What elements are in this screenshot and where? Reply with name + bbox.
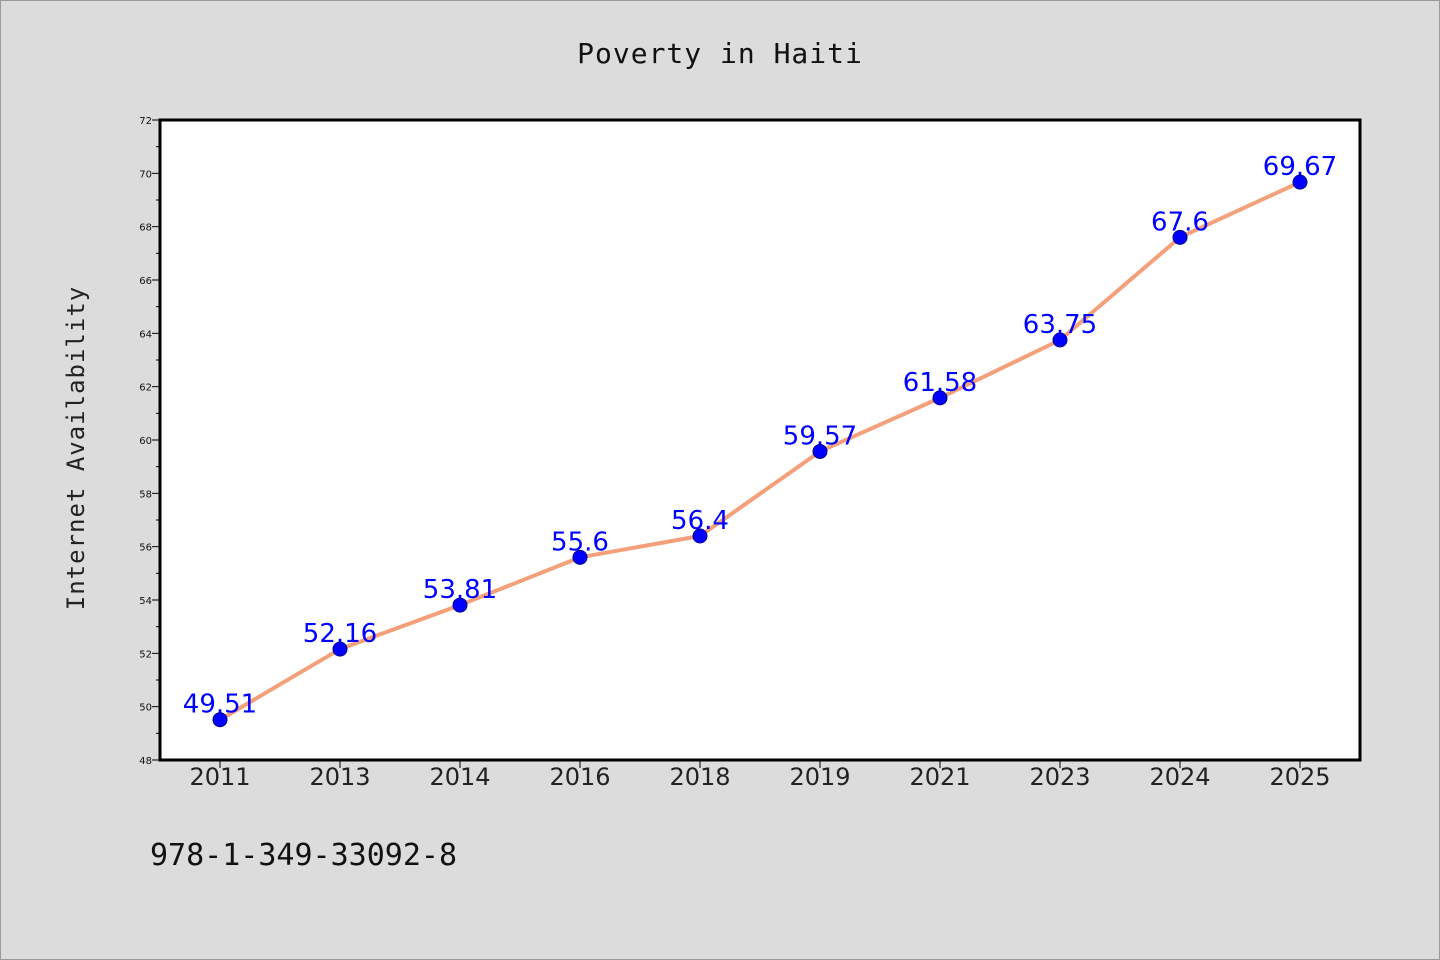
series-line [218, 180, 1301, 722]
y-tick-label: 50 [139, 703, 152, 714]
data-point [1052, 332, 1068, 348]
x-tick-label: 2014 [429, 763, 490, 791]
x-tick-label: 2011 [189, 763, 250, 791]
data-label: 55.6 [551, 527, 609, 557]
y-tick-label: 60 [139, 436, 152, 447]
data-label: 49.51 [183, 690, 257, 720]
data-label: 52.16 [303, 619, 377, 649]
y-tick-label: 58 [139, 489, 152, 500]
data-label: 56.4 [671, 506, 729, 536]
series-group [212, 174, 1308, 728]
data-label: 67.6 [1151, 207, 1209, 237]
data-labels-group: 49.51 52.16 53.81 55.6 56.4 59.57 61.58 63.75 67… [183, 152, 1337, 720]
y-tick-label: 70 [139, 169, 152, 180]
y-tick-label: 66 [139, 276, 152, 287]
x-tick-label: 2025 [1269, 763, 1330, 791]
x-tick-label: 2018 [669, 763, 730, 791]
plot-border [158, 118, 1362, 762]
x-tick-label: 2019 [789, 763, 850, 791]
data-point [692, 528, 708, 544]
x-tick-label: 2013 [309, 763, 370, 791]
y-tick-label: 68 [139, 223, 152, 234]
x-tick-label: 2024 [1149, 763, 1210, 791]
data-point [1172, 229, 1188, 245]
plot-area [160, 120, 1360, 760]
x-tick-label: 2023 [1029, 763, 1090, 791]
data-label: 63.75 [1023, 310, 1097, 340]
y-axis-label: Internet Availability [62, 286, 90, 610]
data-point [932, 390, 948, 406]
chart-title: Poverty in Haiti [577, 37, 863, 70]
y-tick-label: 64 [139, 329, 152, 340]
data-label: 59.57 [783, 421, 857, 451]
data-point [1292, 174, 1308, 190]
y-tick-label: 52 [139, 649, 152, 660]
data-point [452, 597, 468, 613]
y-tick-label: 56 [139, 543, 152, 554]
x-tick-label: 2016 [549, 763, 610, 791]
data-point [572, 549, 588, 565]
y-tick-label: 62 [139, 383, 152, 394]
y-tick-label: 54 [139, 596, 152, 607]
y-tick-label: 72 [139, 116, 152, 127]
data-point [212, 712, 228, 728]
y-axis: 48 50 52 54 56 58 60 62 64 66 68 70 72 [139, 116, 160, 767]
data-label: 69.67 [1263, 152, 1337, 182]
x-axis: 2011 2013 2014 2016 2018 2019 2021 2023 2024 2025 [189, 760, 1331, 791]
data-point [332, 641, 348, 657]
data-point [812, 443, 828, 459]
data-label: 53.81 [423, 575, 497, 605]
data-label: 61.58 [903, 368, 977, 398]
x-tick-label: 2021 [909, 763, 970, 791]
y-tick-label: 48 [139, 756, 152, 767]
footer-code: 978-1-349-33092-8 [150, 838, 457, 873]
